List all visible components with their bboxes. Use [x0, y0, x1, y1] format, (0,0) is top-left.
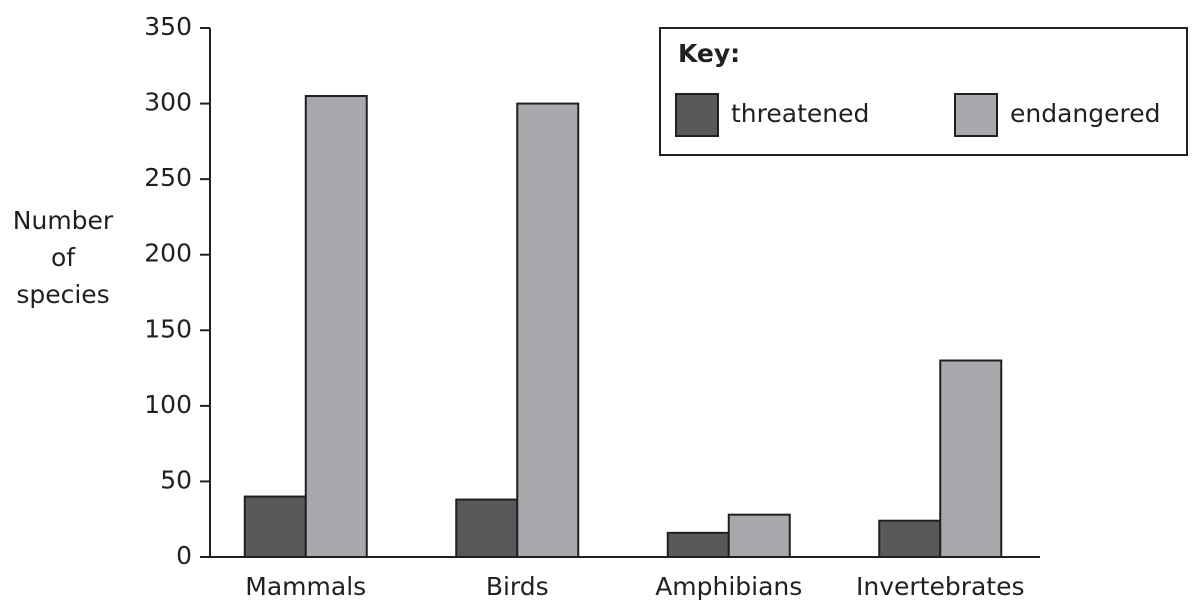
legend-label: threatened: [731, 99, 869, 128]
bar: [939, 359, 1003, 558]
legend-swatch: [675, 93, 719, 137]
x-tick-label: Mammals: [245, 572, 366, 601]
y-tick-label: 350: [144, 12, 192, 41]
x-tick-label: Amphibians: [655, 572, 802, 601]
y-tick-label: 300: [144, 88, 192, 117]
x-tick-label: Birds: [486, 572, 549, 601]
bar: [516, 102, 580, 558]
y-tick-label: 200: [144, 239, 192, 268]
bar: [455, 498, 519, 558]
y-tick-label: 250: [144, 163, 192, 192]
bar: [878, 519, 942, 558]
bar: [727, 513, 791, 558]
legend-label: endangered: [1010, 99, 1161, 128]
legend-title: Key:: [678, 39, 740, 68]
y-tick-label: 100: [144, 390, 192, 419]
y-tick-label: 50: [160, 465, 192, 494]
legend-swatch: [954, 93, 998, 137]
legend-box: [659, 27, 1188, 156]
y-tick-label: 0: [176, 541, 192, 570]
y-axis-label: Number of species: [13, 206, 114, 309]
bar: [304, 95, 368, 558]
y-tick-label: 150: [144, 314, 192, 343]
bar: [666, 531, 730, 558]
x-tick-label: Invertebrates: [856, 572, 1025, 601]
bar: [243, 495, 307, 558]
